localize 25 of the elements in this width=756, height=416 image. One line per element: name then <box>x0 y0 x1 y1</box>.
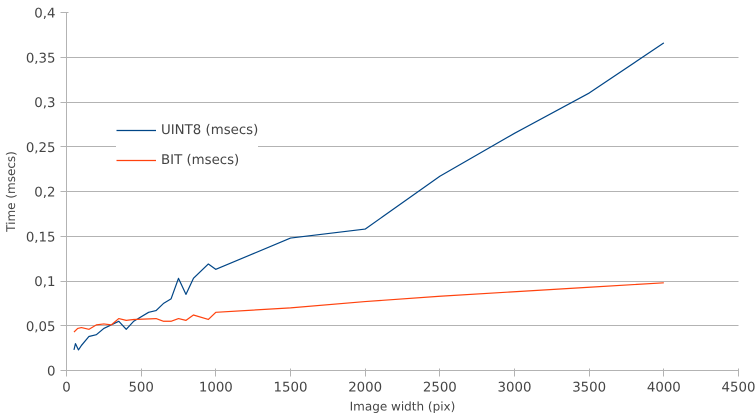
y-tick-label: 0,05 <box>26 320 56 335</box>
x-tick-label: 4500 <box>722 380 756 396</box>
y-tick-label: 0,25 <box>26 140 56 156</box>
x-tick-label: 2000 <box>348 380 382 396</box>
line-series <box>73 282 664 333</box>
legend-label: UINT8 (msecs) <box>161 122 258 138</box>
y-axis-title: Time (msecs) <box>4 151 18 233</box>
y-tick-label: 0 <box>47 364 56 380</box>
line-series <box>73 42 664 351</box>
x-tick-label: 2500 <box>422 380 457 396</box>
y-tick-label: 0,1 <box>34 275 56 290</box>
y-tick-label: 0,3 <box>34 96 56 111</box>
x-tick-label: 0 <box>62 380 71 396</box>
x-tick-label: 3000 <box>498 380 532 396</box>
x-axis-title: Image width (pix) <box>350 400 456 414</box>
x-tick-label: 1000 <box>198 380 233 396</box>
y-tick-label: 0,2 <box>34 186 56 200</box>
x-tick-label: 4000 <box>646 380 681 396</box>
y-tick-label: 0,35 <box>26 51 56 66</box>
legend-label: BIT (msecs) <box>161 152 240 168</box>
y-tick-label: 0,4 <box>34 6 56 22</box>
x-tick-label: 1500 <box>274 380 308 396</box>
x-tick-label: 500 <box>128 380 154 396</box>
y-tick-label: 0,15 <box>26 230 56 246</box>
x-tick-label: 3500 <box>572 380 606 396</box>
